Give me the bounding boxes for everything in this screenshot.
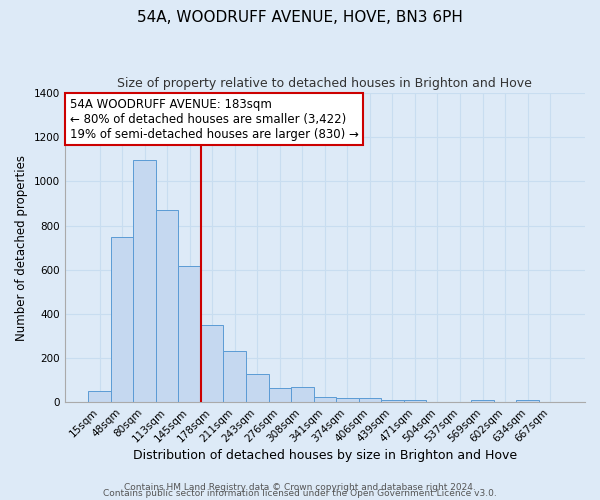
X-axis label: Distribution of detached houses by size in Brighton and Hove: Distribution of detached houses by size …	[133, 450, 517, 462]
Bar	[336, 398, 359, 402]
Bar	[314, 396, 336, 402]
Text: Contains HM Land Registry data © Crown copyright and database right 2024.: Contains HM Land Registry data © Crown c…	[124, 484, 476, 492]
Bar	[516, 400, 539, 402]
Bar	[404, 400, 426, 402]
Bar	[381, 400, 404, 402]
Title: Size of property relative to detached houses in Brighton and Hove: Size of property relative to detached ho…	[118, 78, 532, 90]
Bar	[223, 352, 246, 402]
Bar	[88, 391, 111, 402]
Bar	[471, 400, 494, 402]
Text: Contains public sector information licensed under the Open Government Licence v3: Contains public sector information licen…	[103, 490, 497, 498]
Bar	[269, 388, 291, 402]
Bar	[178, 266, 201, 402]
Bar	[111, 236, 133, 402]
Bar	[133, 160, 156, 402]
Bar	[201, 325, 223, 402]
Bar	[291, 387, 314, 402]
Bar	[156, 210, 178, 402]
Bar	[246, 374, 269, 402]
Y-axis label: Number of detached properties: Number of detached properties	[15, 154, 28, 340]
Bar	[359, 398, 381, 402]
Text: 54A, WOODRUFF AVENUE, HOVE, BN3 6PH: 54A, WOODRUFF AVENUE, HOVE, BN3 6PH	[137, 10, 463, 25]
Text: 54A WOODRUFF AVENUE: 183sqm
← 80% of detached houses are smaller (3,422)
19% of : 54A WOODRUFF AVENUE: 183sqm ← 80% of det…	[70, 98, 359, 140]
